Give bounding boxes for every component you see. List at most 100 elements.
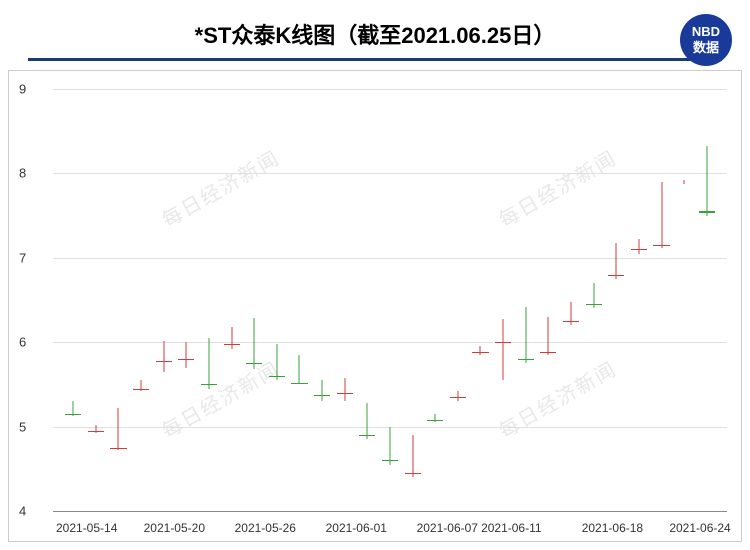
candle-wick <box>163 341 164 372</box>
candle-wick <box>525 307 526 364</box>
x-tick-label: 2021-06-11 <box>481 521 542 535</box>
logo-text-bottom: 数据 <box>693 40 719 56</box>
candle <box>518 307 534 364</box>
candle-wick <box>254 318 255 369</box>
candle-wick <box>435 414 436 422</box>
candle <box>586 283 602 308</box>
candle <box>359 403 375 439</box>
candle <box>88 425 104 433</box>
candle-wick <box>95 425 96 433</box>
y-tick-label: 7 <box>19 250 26 265</box>
candle-wick <box>299 355 300 385</box>
candle-body <box>156 361 172 362</box>
candle-wick <box>571 302 572 326</box>
candle <box>563 302 579 326</box>
watermark: 每日经济新闻 <box>156 142 285 233</box>
candle <box>405 435 421 477</box>
gridline <box>53 89 727 90</box>
candle-wick <box>412 435 413 477</box>
x-tick-label: 2021-06-01 <box>326 521 387 535</box>
y-tick-label: 5 <box>19 419 26 434</box>
y-tick-label: 9 <box>19 82 26 97</box>
candle-body <box>586 304 602 305</box>
candle-wick <box>706 146 707 215</box>
candle-wick <box>208 338 209 389</box>
candle <box>699 146 715 215</box>
candle-body <box>608 275 624 276</box>
candle <box>472 346 488 354</box>
candle-wick <box>503 319 504 381</box>
candle-body <box>269 376 285 377</box>
candle <box>269 344 285 380</box>
candle <box>608 243 624 279</box>
candle-body <box>382 460 398 461</box>
chart-title: *ST众泰K线图（截至2021.06.25日） <box>20 18 730 50</box>
y-tick-label: 4 <box>19 504 26 519</box>
candle-wick <box>276 344 277 380</box>
y-tick-label: 8 <box>19 166 26 181</box>
candle-wick <box>367 403 368 439</box>
x-tick-label: 2021-05-26 <box>235 521 296 535</box>
candle-wick <box>616 243 617 279</box>
candle <box>178 342 194 367</box>
candle <box>540 317 556 355</box>
candle-body <box>178 359 194 360</box>
candle <box>314 380 330 401</box>
candle-wick <box>548 317 549 355</box>
candle <box>631 239 647 253</box>
plot-area: 每日经济新闻每日经济新闻每日经济新闻每日经济新闻 <box>53 89 727 511</box>
candle-wick <box>141 380 142 391</box>
x-tick-label: 2021-05-20 <box>144 521 205 535</box>
candle <box>653 182 669 248</box>
candle <box>133 380 149 391</box>
logo-text-top: NBD <box>692 24 720 40</box>
candle <box>427 414 443 422</box>
candle-body <box>359 435 375 436</box>
x-tick-label: 2021-06-24 <box>669 521 730 535</box>
candle <box>156 341 172 372</box>
candle-wick <box>231 327 232 349</box>
candle-body <box>291 383 307 384</box>
title-underline <box>28 58 722 61</box>
candle-wick <box>638 239 639 253</box>
candle-wick <box>118 408 119 450</box>
candle <box>382 427 398 464</box>
candle <box>201 338 217 389</box>
candle-wick <box>186 342 187 367</box>
candle <box>495 319 511 381</box>
chart-header: *ST众泰K线图（截至2021.06.25日） NBD 数据 <box>0 0 750 71</box>
candle-body <box>518 359 534 360</box>
candle <box>337 378 353 402</box>
candle-wick <box>322 380 323 401</box>
candle-body <box>540 352 556 353</box>
watermark: 每日经济新闻 <box>493 142 622 233</box>
candle <box>110 408 126 450</box>
candle-wick <box>389 427 390 464</box>
candle-body <box>201 384 217 385</box>
x-tick-label: 2021-06-18 <box>582 521 643 535</box>
y-tick-label: 6 <box>19 335 26 350</box>
candle-body <box>495 342 511 343</box>
chart-container: 每日经济新闻每日经济新闻每日经济新闻每日经济新闻 4567892021-05-1… <box>8 70 742 542</box>
gridline <box>53 342 727 343</box>
candle-body <box>699 211 715 212</box>
candle <box>224 327 240 349</box>
nbd-logo: NBD 数据 <box>680 14 732 66</box>
candle-body <box>653 245 669 246</box>
candle-body <box>110 448 126 449</box>
watermark: 每日经济新闻 <box>493 353 622 444</box>
candle-body <box>246 363 262 364</box>
candle-wick <box>344 378 345 402</box>
candle-wick <box>661 182 662 248</box>
watermark: 每日经济新闻 <box>156 353 285 444</box>
candle <box>291 355 307 385</box>
gridline <box>53 173 727 174</box>
gridline <box>53 258 727 259</box>
candle <box>676 180 692 183</box>
candle-body <box>405 473 421 474</box>
candle-wick <box>480 346 481 354</box>
candle <box>246 318 262 369</box>
x-axis-line <box>53 511 727 512</box>
candle <box>65 401 81 416</box>
candle <box>450 391 466 401</box>
